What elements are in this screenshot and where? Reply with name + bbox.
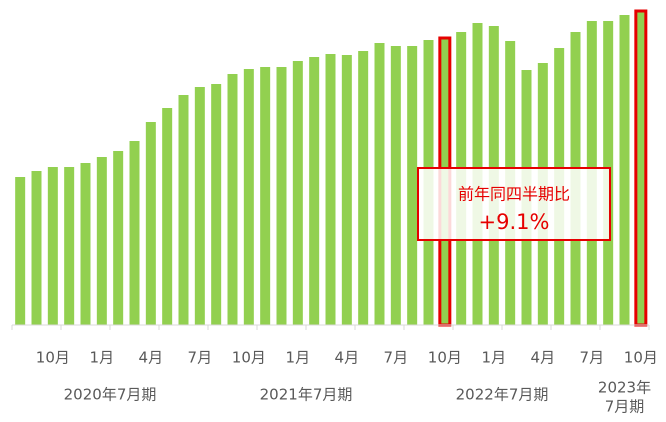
annotation-title: 前年同四半期比 [458, 185, 570, 204]
bar [162, 108, 173, 325]
bar [145, 122, 156, 325]
bar [634, 9, 648, 327]
bar [178, 95, 189, 325]
x-tick-label: 1月 [90, 349, 115, 367]
period-label: 2023年 [598, 379, 651, 397]
annotation-value: +9.1% [479, 210, 550, 234]
x-tick-label: 7月 [580, 349, 605, 367]
bar [80, 163, 91, 325]
bar [390, 46, 401, 325]
bar [15, 177, 26, 325]
period-label: 2021年7月期 [260, 386, 353, 404]
x-tick-label: 10月 [624, 349, 658, 367]
x-tick-label: 4月 [335, 349, 360, 367]
bar [194, 87, 205, 325]
bar [325, 54, 336, 325]
x-tick-label: 10月 [36, 349, 70, 367]
bar [407, 46, 418, 325]
bar [243, 69, 254, 325]
x-tick-label: 4月 [531, 349, 556, 367]
x-tick-label: 1月 [286, 349, 311, 367]
bar [358, 51, 369, 325]
period-label: 2020年7月期 [64, 386, 157, 404]
x-tick-label: 4月 [139, 349, 164, 367]
bar [129, 141, 140, 325]
bar [113, 151, 124, 325]
period-label: 2022年7月期 [456, 386, 549, 404]
bar [341, 55, 352, 325]
bar [64, 167, 75, 325]
bar [227, 74, 238, 325]
period-label: 7月期 [605, 398, 645, 416]
bar [47, 167, 58, 325]
bar [309, 57, 320, 325]
x-tick-label: 10月 [428, 349, 462, 367]
bar [619, 15, 630, 325]
bar [31, 171, 42, 325]
bar [276, 67, 287, 325]
x-tick-label: 1月 [482, 349, 507, 367]
bar [292, 61, 303, 325]
bar [211, 84, 222, 325]
bar [260, 67, 271, 325]
annotation-box [417, 167, 611, 241]
bar [374, 43, 385, 325]
x-tick-label: 10月 [232, 349, 266, 367]
x-tick-label: 7月 [188, 349, 213, 367]
bar [96, 157, 107, 325]
x-tick-label: 7月 [384, 349, 409, 367]
